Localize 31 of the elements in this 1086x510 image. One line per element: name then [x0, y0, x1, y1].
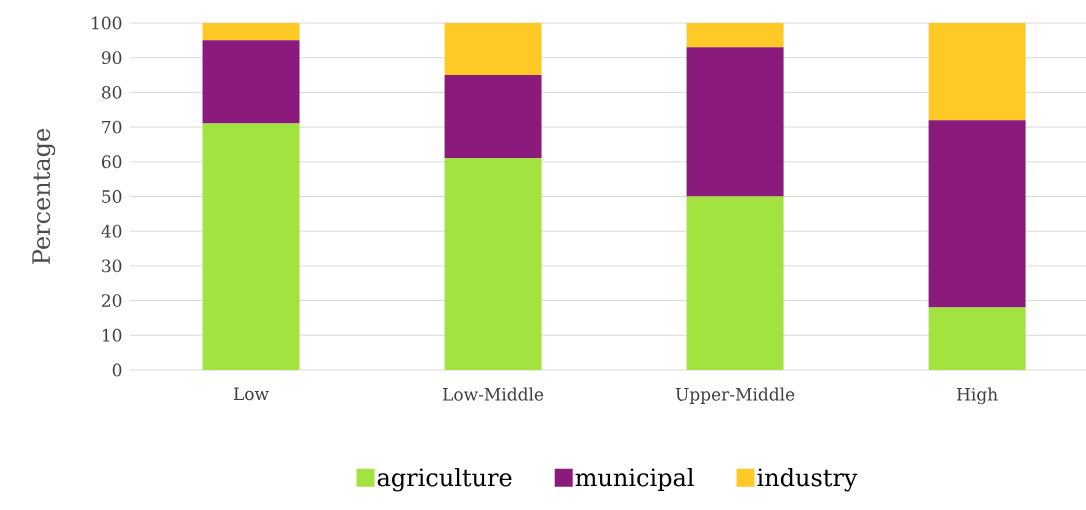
- x-tick-label: Low: [233, 387, 269, 401]
- y-axis-title: Percentage: [32, 128, 56, 264]
- y-tick-label: 100: [92, 16, 122, 30]
- bar: [928, 120, 1026, 308]
- bar: [202, 123, 300, 370]
- legend-label: municipal: [575, 467, 694, 492]
- y-tick-label: 0: [112, 363, 122, 377]
- bar: [444, 22, 542, 76]
- y-tick-label: 40: [101, 224, 122, 238]
- y-tick-label: 60: [101, 155, 122, 169]
- bar: [686, 196, 784, 370]
- x-tick-label: Upper-Middle: [675, 387, 795, 404]
- y-tick-label: 80: [101, 85, 122, 99]
- bar: [928, 307, 1026, 370]
- y-tick-label: 20: [102, 294, 122, 308]
- x-tick-label: High: [956, 387, 998, 405]
- y-tick-label: 70: [102, 120, 122, 134]
- bar: [686, 47, 784, 197]
- legend-label: agriculture: [377, 467, 512, 492]
- bar: [444, 75, 542, 159]
- y-tick-label: 30: [102, 259, 122, 273]
- legend-label: industry: [757, 467, 858, 492]
- bar: [686, 22, 784, 48]
- y-tick-label: 90: [101, 51, 122, 65]
- x-tick-label: Low-Middle: [443, 387, 544, 401]
- y-tick-label: 50: [102, 190, 122, 203]
- y-tick-label: 10: [102, 328, 122, 342]
- bar: [444, 158, 542, 370]
- bar: [202, 22, 300, 41]
- bar: [202, 40, 300, 124]
- bar: [928, 22, 1026, 121]
